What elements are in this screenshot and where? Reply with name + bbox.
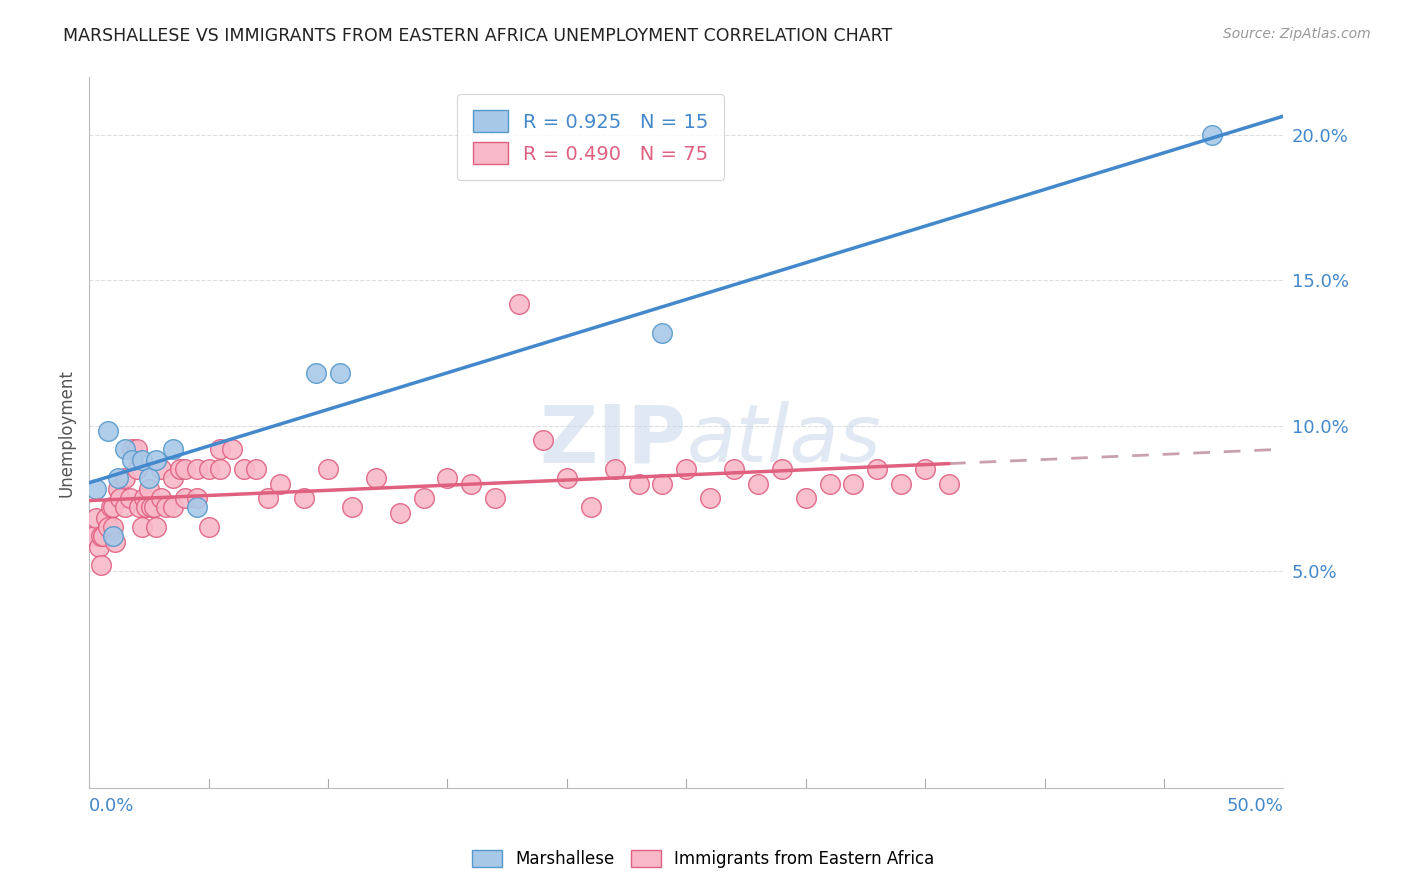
Point [221, 442, 243, 456]
Point [114, 442, 136, 456]
Y-axis label: Unemployment: Unemployment [58, 369, 75, 497]
Point [364, 471, 387, 485]
Text: MARSHALLESE VS IMMIGRANTS FROM EASTERN AFRICA UNEMPLOYMENT CORRELATION CHART: MARSHALLESE VS IMMIGRANTS FROM EASTERN A… [63, 27, 893, 45]
Point [162, 442, 184, 456]
Point [84, 483, 107, 497]
Point [97, 425, 120, 439]
Point [747, 476, 769, 491]
Point [245, 462, 267, 476]
Point [93, 529, 115, 543]
Point [128, 500, 150, 514]
Point [555, 471, 578, 485]
Point [233, 462, 256, 476]
Point [114, 471, 136, 485]
Point [316, 462, 339, 476]
Text: 0.0%: 0.0% [89, 797, 135, 815]
Point [101, 520, 124, 534]
Point [149, 491, 172, 505]
Text: 50.0%: 50.0% [1226, 797, 1284, 815]
Point [675, 462, 697, 476]
Point [197, 520, 219, 534]
Point [131, 453, 153, 467]
Text: atlas: atlas [686, 401, 882, 479]
Point [135, 500, 157, 514]
Point [101, 529, 124, 543]
Point [269, 476, 291, 491]
Text: Source: ZipAtlas.com: Source: ZipAtlas.com [1223, 27, 1371, 41]
Point [723, 462, 745, 476]
Point [107, 483, 129, 497]
Point [842, 476, 865, 491]
Point [121, 453, 143, 467]
Legend: Marshallese, Immigrants from Eastern Africa: Marshallese, Immigrants from Eastern Afr… [465, 843, 941, 875]
Point [121, 442, 143, 456]
Point [292, 491, 315, 505]
Point [162, 471, 184, 485]
Point [627, 476, 650, 491]
Point [131, 520, 153, 534]
Point [84, 511, 107, 525]
Point [603, 462, 626, 476]
Point [579, 500, 602, 514]
Point [138, 483, 160, 497]
Point [305, 367, 328, 381]
Point [141, 500, 163, 514]
Point [340, 500, 363, 514]
Point [97, 520, 120, 534]
Point [938, 476, 960, 491]
Point [125, 442, 148, 456]
Point [83, 529, 105, 543]
Point [890, 476, 912, 491]
Point [818, 476, 841, 491]
Point [651, 326, 673, 340]
Point [508, 296, 530, 310]
Point [173, 491, 195, 505]
Point [155, 500, 177, 514]
Point [101, 500, 124, 514]
Point [699, 491, 721, 505]
Point [145, 453, 167, 467]
Point [484, 491, 506, 505]
Point [186, 491, 208, 505]
Point [531, 433, 554, 447]
Point [460, 476, 482, 491]
Point [108, 491, 131, 505]
Point [169, 462, 191, 476]
Point [186, 500, 208, 514]
Point [914, 462, 936, 476]
Point [794, 491, 817, 505]
Point [209, 462, 232, 476]
Point [1201, 128, 1223, 143]
Point [104, 534, 127, 549]
Point [142, 500, 165, 514]
Point [90, 558, 112, 572]
Point [107, 471, 129, 485]
Point [118, 491, 141, 505]
Point [114, 500, 136, 514]
Point [197, 462, 219, 476]
Point [132, 491, 155, 505]
Point [866, 462, 889, 476]
Point [87, 541, 110, 555]
Legend: R = 0.925   N = 15, R = 0.490   N = 75: R = 0.925 N = 15, R = 0.490 N = 75 [457, 95, 724, 180]
Point [770, 462, 793, 476]
Point [138, 471, 160, 485]
Point [209, 442, 232, 456]
Point [651, 476, 673, 491]
Point [90, 529, 112, 543]
Point [388, 506, 411, 520]
Point [125, 462, 148, 476]
Point [412, 491, 434, 505]
Point [329, 367, 352, 381]
Point [162, 500, 184, 514]
Point [94, 511, 117, 525]
Text: ZIP: ZIP [538, 401, 686, 479]
Point [100, 500, 122, 514]
Point [145, 520, 167, 534]
Point [149, 462, 172, 476]
Point [257, 491, 280, 505]
Point [436, 471, 458, 485]
Point [173, 462, 195, 476]
Point [186, 462, 208, 476]
